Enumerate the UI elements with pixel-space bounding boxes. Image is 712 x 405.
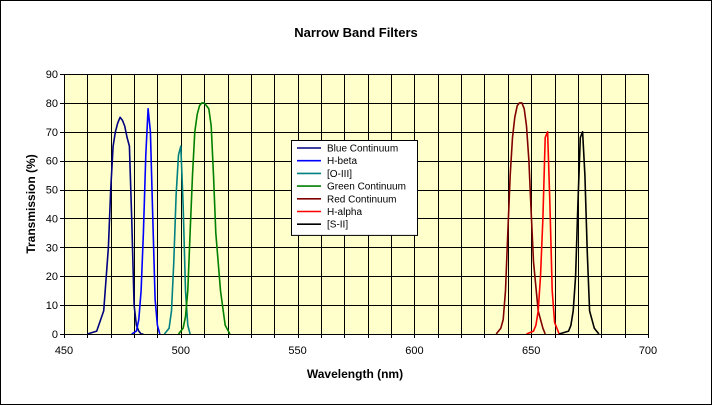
series-line-h-beta (131, 107, 161, 335)
y-tick-label: 10 (46, 300, 58, 312)
x-tick-labels: 450 500 550 600 650 700 (55, 345, 657, 357)
plot-border (64, 74, 649, 335)
legend-box (291, 140, 418, 236)
series-line-s-ii (558, 131, 600, 335)
series-lines (87, 102, 600, 335)
y-tick-label: 80 (46, 98, 58, 110)
x-tick-label: 550 (288, 345, 306, 357)
x-axis-label: Wavelength (nm) (307, 367, 403, 381)
x-tick-label: 700 (639, 345, 657, 357)
x-tick-label: 500 (172, 345, 190, 357)
grid (64, 74, 648, 334)
x-tick-label: 650 (522, 345, 540, 357)
x-tick-label: 450 (55, 345, 73, 357)
y-tick-labels: 0 10 20 30 40 50 60 70 80 90 (46, 69, 58, 341)
series-line-blue-continuum (87, 116, 144, 335)
legend-label-h-beta: H-beta (327, 156, 357, 167)
y-tick-label: 50 (46, 185, 58, 197)
y-tick-label: 0 (52, 329, 58, 341)
y-tick-label: 20 (46, 271, 58, 283)
y-tick-label: 60 (46, 156, 58, 168)
legend-label-red-continuum: Red Continuum (327, 194, 396, 205)
series-line-h-alpha (526, 131, 560, 335)
y-tick-label: 90 (46, 69, 58, 81)
legend-label-o-iii: [O-III] (327, 169, 352, 180)
y-tick-label: 30 (46, 242, 58, 254)
y-tick-label: 70 (46, 127, 58, 139)
series-line-green-continuum (177, 102, 231, 335)
legend-label-green-continuum: Green Continuum (327, 182, 406, 193)
legend-label-blue-continuum: Blue Continuum (327, 144, 398, 155)
y-axis-label: Transmission (%) (24, 154, 38, 253)
legend-label-s-ii: [S-II] (327, 220, 348, 231)
legend-label-h-alpha: H-alpha (327, 207, 362, 218)
x-tick-label: 600 (405, 345, 423, 357)
chart-title: Narrow Band Filters (294, 25, 418, 40)
y-tick-label: 40 (46, 213, 58, 225)
series-line-red-continuum (495, 102, 546, 335)
axes (60, 74, 649, 338)
